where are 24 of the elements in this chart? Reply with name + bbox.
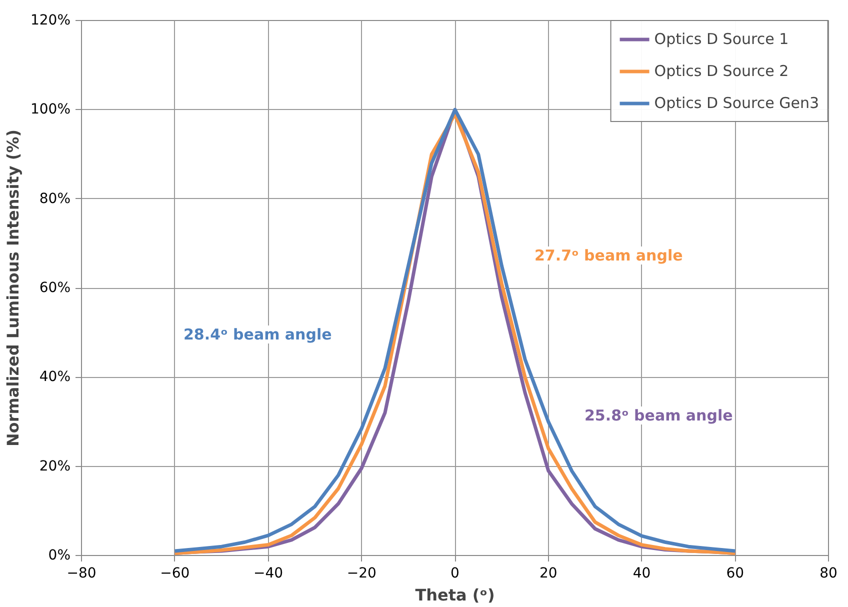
x-tick-label: −40 bbox=[253, 566, 284, 582]
x-tick-label: −60 bbox=[160, 566, 190, 582]
legend-label: Optics D Source 1 bbox=[654, 30, 789, 48]
x-tick-label: 40 bbox=[632, 566, 651, 582]
y-axis-title: Normalized Luminous Intensity (%) bbox=[3, 129, 22, 447]
annotation: 27.7ᵒ beam angle bbox=[534, 246, 683, 264]
x-tick-label: −80 bbox=[66, 566, 96, 582]
x-tick-label: 0 bbox=[450, 566, 460, 582]
y-tick-label: 120% bbox=[30, 12, 71, 28]
y-tick-label: 20% bbox=[39, 458, 71, 474]
annotation: 25.8ᵒ beam angle bbox=[584, 406, 733, 424]
y-tick-label: 60% bbox=[39, 280, 71, 296]
legend-label: Optics D Source Gen3 bbox=[654, 94, 819, 112]
y-tick-label: 100% bbox=[30, 102, 71, 118]
x-axis-title: Theta (ᵒ) bbox=[415, 586, 495, 604]
x-tick-label: 60 bbox=[726, 566, 744, 582]
y-tick-label: 80% bbox=[39, 190, 71, 207]
x-tick-label: −20 bbox=[346, 566, 376, 582]
x-tick-label: 80 bbox=[820, 566, 838, 582]
annotation: 28.4ᵒ beam angle bbox=[184, 326, 332, 344]
y-tick-label: 40% bbox=[39, 369, 71, 386]
x-tick-label: 20 bbox=[539, 566, 558, 582]
y-tick-label: 0% bbox=[48, 548, 71, 564]
legend-label: Optics D Source 2 bbox=[654, 62, 789, 80]
